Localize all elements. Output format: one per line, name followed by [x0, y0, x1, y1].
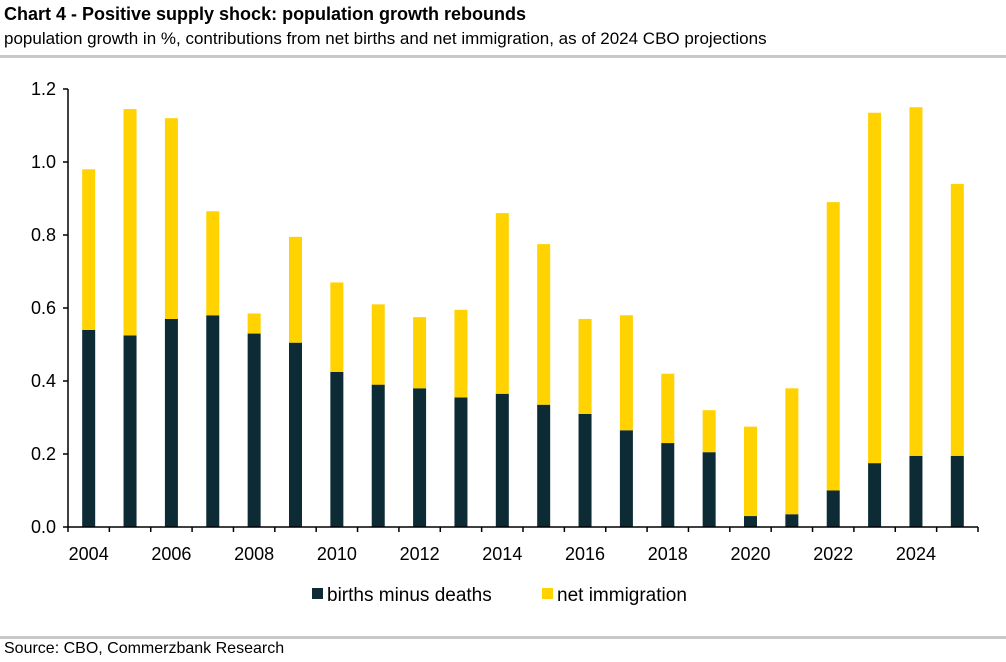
- x-tick-label-2004: 2004: [69, 544, 109, 564]
- y-tick-label-0.8: 0.8: [31, 225, 56, 245]
- bar-births-minus-deaths-2013: [454, 397, 468, 527]
- legend-label-net-immigration: net immigration: [557, 585, 687, 606]
- x-tick-label-2022: 2022: [813, 544, 853, 564]
- bar-net-immigration-2009: [289, 236, 302, 343]
- legend-swatch-births-minus-deaths: [312, 588, 323, 599]
- y-tick-label-0.4: 0.4: [31, 371, 56, 391]
- legend-swatch-net-immigration: [542, 588, 553, 599]
- legend-label-births-minus-deaths: births minus deaths: [327, 585, 492, 606]
- x-tick-label-2014: 2014: [482, 544, 522, 564]
- y-tick-label-0.0: 0.0: [31, 517, 56, 537]
- bar-births-minus-deaths-2018: [661, 443, 675, 527]
- y-tick-label-1.0: 1.0: [31, 152, 56, 172]
- bottom-divider: [0, 636, 1006, 639]
- source-note: Source: CBO, Commerzbank Research: [4, 640, 285, 657]
- bar-net-immigration-2015: [537, 244, 551, 405]
- bar-births-minus-deaths-2025: [950, 455, 964, 527]
- bar-births-minus-deaths-2012: [413, 388, 427, 527]
- bar-net-immigration-2007: [206, 211, 220, 316]
- bar-net-immigration-2016: [578, 318, 592, 414]
- bar-births-minus-deaths-2006: [164, 318, 178, 527]
- bar-births-minus-deaths-2016: [578, 413, 592, 527]
- y-tick-label-1.2: 1.2: [31, 79, 56, 99]
- x-tick-label-2018: 2018: [648, 544, 688, 564]
- x-tick-label-2020: 2020: [730, 544, 770, 564]
- bar-net-immigration-2005: [123, 109, 137, 336]
- bar-births-minus-deaths-2023: [868, 463, 882, 527]
- x-tick-label-2024: 2024: [896, 544, 936, 564]
- x-tick-label-2006: 2006: [151, 544, 191, 564]
- x-tick-label-2016: 2016: [565, 544, 605, 564]
- top-divider: [0, 55, 1006, 58]
- chart-subtitle: population growth in %, contributions fr…: [4, 29, 767, 48]
- bar-births-minus-deaths-2005: [123, 335, 137, 527]
- bar-net-immigration-2020: [744, 426, 757, 517]
- bar-births-minus-deaths-2017: [619, 430, 633, 527]
- stacked-bar-chart: 0.0 0.2 0.4 0.6 0.8 1.0 1.2 2004 2006 2008 2010 201…: [31, 79, 979, 606]
- x-tick-label-2008: 2008: [234, 544, 274, 564]
- bar-births-minus-deaths-2019: [702, 452, 716, 527]
- x-tick-label-2012: 2012: [400, 544, 440, 564]
- bar-births-minus-deaths-2015: [537, 404, 551, 527]
- bar-net-immigration-2017: [619, 315, 633, 431]
- bar-births-minus-deaths-2010: [330, 371, 344, 527]
- bar-net-immigration-2025: [950, 183, 964, 456]
- bar-births-minus-deaths-2007: [206, 315, 220, 527]
- bar-net-immigration-2006: [164, 118, 178, 319]
- bar-births-minus-deaths-2021: [785, 514, 799, 527]
- bar-births-minus-deaths-2022: [826, 490, 840, 527]
- bar-net-immigration-2013: [454, 309, 468, 398]
- bar-net-immigration-2019: [702, 410, 716, 453]
- bar-births-minus-deaths-2004: [82, 329, 96, 527]
- bar-births-minus-deaths-2008: [247, 333, 261, 527]
- bar-net-immigration-2011: [371, 304, 385, 385]
- bar-births-minus-deaths-2024: [909, 455, 923, 527]
- bar-net-immigration-2010: [330, 282, 344, 372]
- bar-net-immigration-2008: [247, 313, 261, 334]
- bar-net-immigration-2022: [826, 202, 840, 491]
- bar-net-immigration-2012: [413, 317, 427, 389]
- chart-title: Chart 4 - Positive supply shock: populat…: [4, 4, 527, 24]
- bar-net-immigration-2018: [661, 373, 675, 444]
- bar-births-minus-deaths-2020: [744, 516, 757, 527]
- bar-net-immigration-2024: [909, 107, 923, 456]
- x-tick-label-2010: 2010: [317, 544, 357, 564]
- bar-net-immigration-2023: [868, 112, 882, 464]
- bar-net-immigration-2014: [495, 213, 509, 394]
- bar-births-minus-deaths-2014: [495, 393, 509, 527]
- bar-births-minus-deaths-2009: [289, 342, 302, 527]
- bar-births-minus-deaths-2011: [371, 384, 385, 527]
- y-tick-label-0.2: 0.2: [31, 444, 56, 464]
- bar-net-immigration-2021: [785, 388, 799, 515]
- y-tick-label-0.6: 0.6: [31, 298, 56, 318]
- bar-net-immigration-2004: [82, 169, 96, 330]
